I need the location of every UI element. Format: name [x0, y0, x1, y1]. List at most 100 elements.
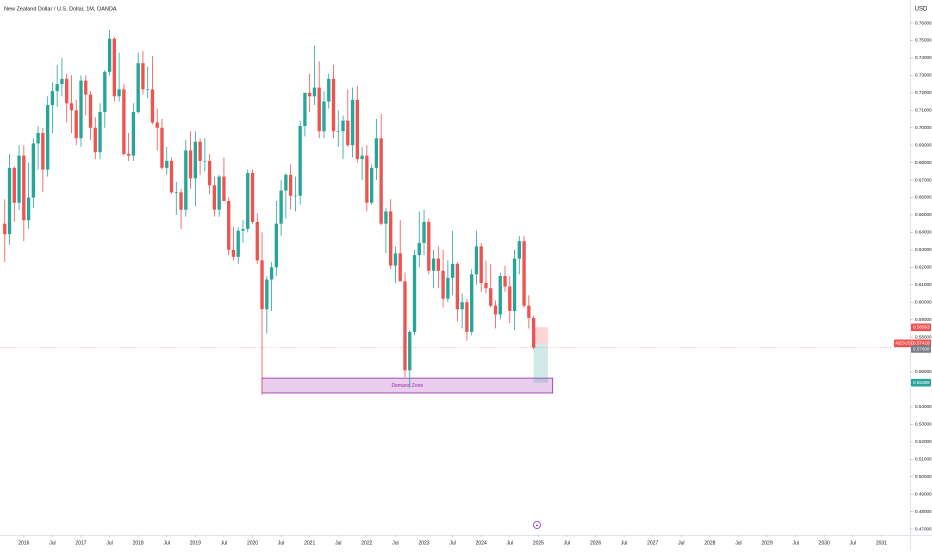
candle-body [422, 221, 426, 243]
x-tick-label: Jul [735, 540, 741, 546]
candle-body [198, 141, 202, 161]
candle-body [360, 155, 364, 160]
candle-body [327, 78, 331, 102]
y-tick-label: 0.61000 [915, 282, 932, 287]
candle-body [336, 131, 340, 132]
y-tick-label: 0.60000 [915, 299, 932, 304]
x-tick-label: Jul [792, 540, 798, 546]
candle-body [122, 89, 126, 154]
x-tick-label: Jul [564, 540, 570, 546]
candle-body [436, 258, 440, 271]
y-tick-label: 0.47000 [915, 526, 932, 531]
x-tick-label: 2025 [533, 540, 544, 546]
y-tick-label: 0.56000 [915, 369, 932, 374]
plot-area: Demand Zone [0, 30, 910, 395]
candle-body [227, 201, 231, 250]
x-tick-label: Jul [392, 540, 398, 546]
demand-zone-label: Demand Zone [392, 383, 424, 389]
candle-body [531, 317, 536, 348]
x-tick-label: Jul [850, 540, 856, 546]
candle-body [322, 101, 326, 132]
candle-body [493, 305, 498, 315]
candle-body [3, 223, 7, 235]
stop-price-label-bg [911, 323, 931, 332]
x-tick-label: 2027 [647, 540, 658, 546]
candle-body [169, 160, 174, 193]
y-tick-label: 0.49000 [915, 491, 932, 496]
candle-body [408, 331, 412, 371]
y-tick-label: 0.59000 [915, 317, 932, 322]
candle-body [255, 221, 259, 261]
chart-title: New Zealand Dollar / U.S. Dollar, 1M, OA… [4, 6, 117, 12]
candle-body [250, 173, 255, 222]
candle-body [207, 160, 212, 186]
y-tick-label: 0.74000 [915, 55, 932, 60]
candle-body [288, 174, 293, 196]
x-tick-label: 2019 [190, 540, 201, 546]
candle-body [193, 141, 198, 179]
currency-label: USD [915, 7, 928, 13]
candle-body [465, 302, 469, 332]
candle-body [522, 241, 526, 306]
y-tick-label: 0.51000 [915, 456, 932, 461]
last-price-label: 0.57418 [913, 341, 930, 346]
candle-body [489, 288, 493, 306]
y-tick-label: 0.53000 [915, 422, 932, 427]
candle-body [350, 99, 355, 146]
y-tick-label: 0.75000 [915, 38, 932, 43]
candle-body [393, 253, 398, 266]
candle-body [241, 228, 245, 231]
candle-body [374, 138, 379, 168]
candle-body [293, 195, 298, 197]
candle-body [331, 78, 336, 132]
candle-body [365, 155, 369, 203]
candle-body [93, 127, 97, 153]
candle-body [512, 258, 517, 311]
candle-body [7, 167, 12, 235]
candle-body [45, 105, 50, 170]
candle-body [346, 120, 350, 146]
candle-body [260, 260, 264, 310]
x-tick-label: 2018 [133, 540, 144, 546]
x-tick-label: 2028 [704, 540, 715, 546]
candle-body [212, 185, 217, 210]
candle-body [84, 80, 88, 95]
candle-body [50, 91, 55, 106]
x-tick-label: 2031 [876, 540, 887, 546]
y-tick-label: 0.48000 [915, 509, 932, 514]
candle-body [446, 277, 450, 299]
x-tick-label: Jul [335, 540, 341, 546]
x-tick-label: Jul [221, 540, 227, 546]
candle-body [269, 267, 274, 280]
x-tick-label: Jul [164, 540, 170, 546]
x-tick-label: 2020 [247, 540, 258, 546]
candle-body [69, 103, 74, 111]
candle-body [412, 255, 417, 332]
stop-price-label: 0.58563 [913, 325, 930, 330]
candle-body [222, 176, 226, 202]
candle-body [160, 127, 164, 168]
candle-body [231, 249, 236, 257]
candle-body [174, 192, 178, 193]
candle-body [417, 242, 421, 256]
candle-body [384, 211, 388, 224]
candle-body [217, 176, 221, 210]
x-tick-label: 2023 [418, 540, 429, 546]
candle-body [165, 160, 169, 168]
event-marker[interactable] [533, 521, 541, 529]
candle-body [98, 112, 102, 153]
candle-body [88, 94, 93, 128]
candle-body [74, 110, 78, 139]
y-tick-label: 0.71000 [915, 107, 932, 112]
candle-body [236, 230, 240, 257]
candle-body [117, 89, 121, 97]
candle-body [274, 223, 279, 268]
x-tick-label: 2017 [75, 540, 86, 546]
y-tick-label: 0.52000 [915, 439, 932, 444]
candle-body [312, 87, 317, 97]
position-stop-area [533, 327, 548, 344]
candle-body [479, 246, 483, 284]
y-tick-label: 0.72000 [915, 90, 932, 95]
